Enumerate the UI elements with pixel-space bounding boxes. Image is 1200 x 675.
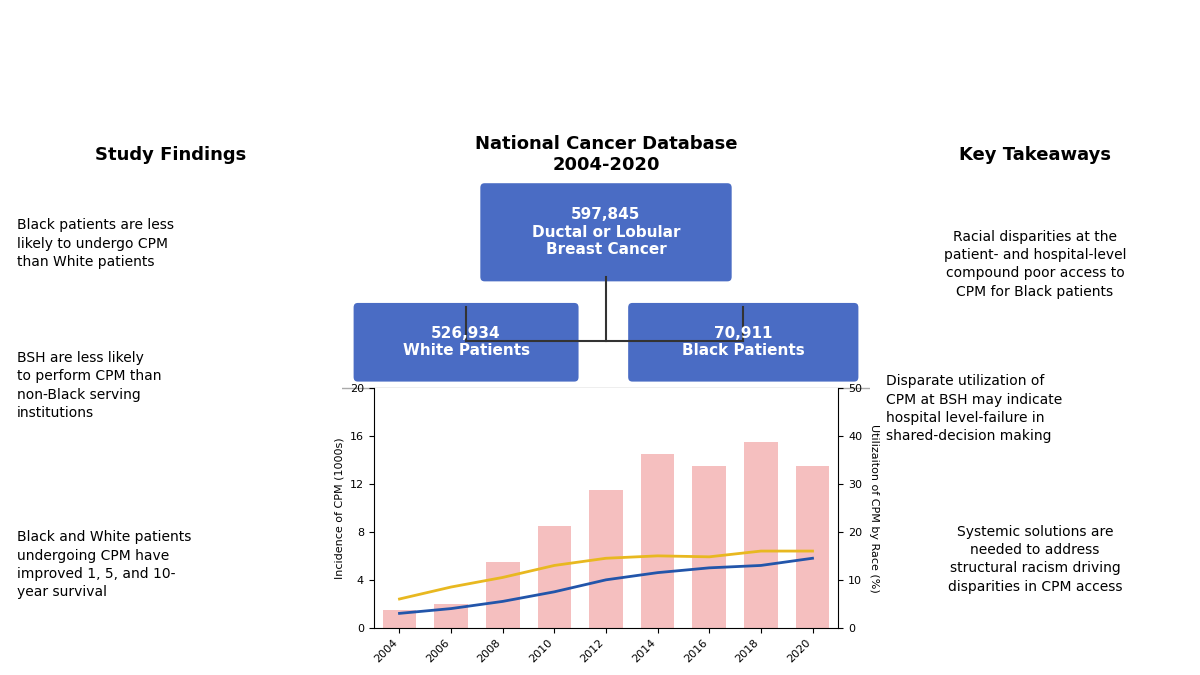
Text: 526,934
White Patients: 526,934 White Patients — [402, 326, 529, 358]
Text: National Cancer Database
2004-2020: National Cancer Database 2004-2020 — [475, 135, 737, 173]
Bar — [692, 466, 726, 628]
Text: Racial disparities at the
patient- and hospital-level
compound poor access to
CP: Racial disparities at the patient- and h… — [943, 230, 1127, 299]
Text: Study Findings: Study Findings — [95, 146, 247, 164]
Text: BSH are less likely
to perform CPM than
non-Black serving
institutions: BSH are less likely to perform CPM than … — [17, 351, 162, 420]
Text: Disparate utilization of
CPM at BSH may indicate
hospital level-failure in
share: Disparate utilization of CPM at BSH may … — [887, 374, 1063, 443]
Text: Current Status of Contralateral Prophylactic Mastectomy:: Current Status of Contralateral Prophyla… — [148, 24, 1052, 52]
Bar — [589, 490, 623, 628]
Bar — [383, 610, 416, 628]
Bar — [538, 526, 571, 628]
Text: 70,911
Black Patients: 70,911 Black Patients — [682, 326, 805, 358]
Text: 597,845
Ductal or Lobular
Breast Cancer: 597,845 Ductal or Lobular Breast Cancer — [532, 207, 680, 257]
Y-axis label: Utilizaiton of CPM by Race (%): Utilizaiton of CPM by Race (%) — [869, 424, 878, 593]
FancyBboxPatch shape — [479, 182, 733, 282]
Bar — [796, 466, 829, 628]
Text: Systemic solutions are
needed to address
structural racism driving
disparities i: Systemic solutions are needed to address… — [948, 524, 1122, 594]
Text: Black and White patients
undergoing CPM have
improved 1, 5, and 10-
year surviva: Black and White patients undergoing CPM … — [17, 531, 192, 599]
Text: Key Takeaways: Key Takeaways — [959, 146, 1111, 164]
Text: Investigating Surgical Racial Disparities: Investigating Surgical Racial Disparitie… — [286, 75, 914, 103]
Bar — [641, 454, 674, 628]
Bar — [744, 442, 778, 628]
Bar — [486, 562, 520, 628]
Bar — [434, 603, 468, 628]
FancyBboxPatch shape — [628, 302, 859, 383]
Y-axis label: Incidence of CPM (1000s): Incidence of CPM (1000s) — [335, 437, 344, 578]
Text: Black patients are less
likely to undergo CPM
than White patients: Black patients are less likely to underg… — [17, 219, 174, 269]
FancyBboxPatch shape — [353, 302, 580, 383]
